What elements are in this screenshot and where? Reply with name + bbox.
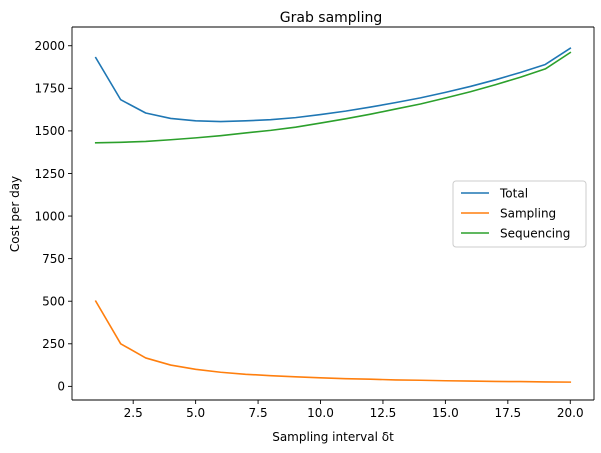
x-tick-label: 10.0: [307, 406, 334, 420]
y-tick-label: 1250: [34, 167, 65, 181]
series-line-sequencing: [94, 51, 572, 144]
y-axis-label: Cost per day: [8, 176, 22, 252]
axes-frame: [71, 26, 595, 401]
y-tick-label: 1500: [34, 124, 65, 138]
y-ticks: 0 250 500 750 1000 1250 1500 1750 2000: [34, 39, 72, 394]
y-tick-label: 0: [57, 380, 65, 394]
y-tick-label: 1750: [34, 82, 65, 96]
x-axis-label: Sampling interval δt: [272, 430, 394, 444]
x-tick-label: 15.0: [432, 406, 459, 420]
x-tick-label: 7.5: [249, 406, 268, 420]
series-line-sampling: [94, 300, 572, 383]
legend-label-sequencing: Sequencing: [500, 226, 570, 240]
chart-title: Grab sampling: [280, 10, 382, 26]
y-tick-label: 500: [42, 295, 65, 309]
x-tick-label: 12.5: [370, 406, 397, 420]
x-tick-label: 2.5: [124, 406, 143, 420]
legend: Total Sampling Sequencing: [452, 180, 587, 248]
y-tick-label: 750: [42, 252, 65, 266]
x-tick-label: 17.5: [494, 406, 521, 420]
legend-label-total: Total: [499, 186, 528, 200]
series-line-total: [94, 47, 572, 123]
y-tick-label: 250: [42, 337, 65, 351]
legend-box: [452, 180, 587, 248]
y-tick-label: 1000: [34, 209, 65, 223]
x-ticks: 2.5 5.0 7.5 10.0 12.5 15.0 17.5 20.0: [124, 400, 584, 420]
x-tick-label: 20.0: [557, 406, 584, 420]
series-layer: [94, 47, 572, 383]
y-tick-label: 2000: [34, 39, 65, 53]
legend-label-sampling: Sampling: [500, 206, 556, 220]
x-tick-label: 5.0: [186, 406, 205, 420]
